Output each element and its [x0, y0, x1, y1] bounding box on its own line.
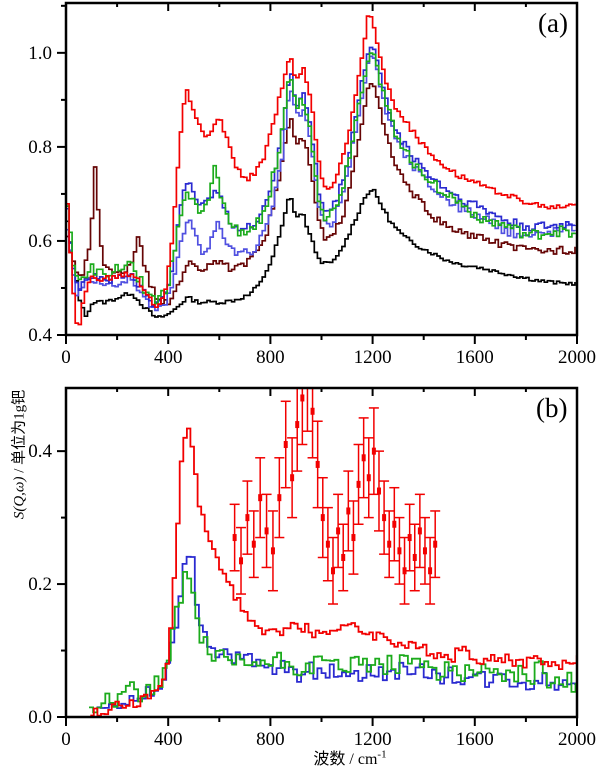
series-red	[90, 427, 577, 717]
panel-b-curves	[89, 427, 577, 717]
panel-a-tick-labels: 0.4 0.6 0.8 1.0 0 400 800 1200 1600 2000	[28, 43, 596, 368]
panel-a-curves	[66, 15, 576, 326]
svg-text:1200: 1200	[354, 729, 392, 750]
panel-b: 0.0 0.2 0.4 0 400 800 1200 1600 2000	[28, 386, 596, 750]
svg-text:400: 400	[154, 347, 183, 368]
x-axis-title: 波数 / cm-1	[230, 745, 470, 769]
y-axis-title-math: S(Q,ω)	[11, 476, 28, 520]
svg-text:0.0: 0.0	[28, 707, 52, 728]
svg-text:800: 800	[256, 729, 285, 750]
svg-text:0: 0	[61, 729, 71, 750]
series-red-errorbars	[229, 388, 441, 605]
svg-text:2000: 2000	[558, 347, 596, 368]
panel-a-ticks	[57, 3, 578, 344]
series-red	[66, 15, 576, 326]
svg-text:1.0: 1.0	[28, 43, 52, 64]
panel-b-tick-labels: 0.0 0.2 0.4 0 400 800 1200 1600 2000	[28, 441, 596, 750]
svg-text:800: 800	[256, 347, 285, 368]
panel-b-label: (b)	[536, 393, 568, 423]
svg-text:0: 0	[61, 347, 71, 368]
x-axis-title-superscript: -1	[377, 748, 387, 761]
svg-text:1600: 1600	[456, 347, 494, 368]
svg-text:1600: 1600	[456, 729, 494, 750]
svg-text:0.8: 0.8	[28, 137, 52, 158]
series-dark-red	[66, 83, 576, 306]
svg-text:0.4: 0.4	[28, 441, 52, 462]
svg-text:0.2: 0.2	[28, 574, 52, 595]
y-axis-title: S(Q,ω) / 单位为1g钯	[8, 325, 29, 585]
y-axis-title-rest: / 单位为1g钯	[11, 389, 28, 477]
svg-text:0.6: 0.6	[28, 231, 52, 252]
x-axis-title-text: 波数 / cm	[313, 751, 378, 768]
svg-text:400: 400	[154, 729, 183, 750]
panel-b-ticks	[57, 388, 578, 726]
panel-a-label: (a)	[538, 8, 568, 38]
svg-text:0.4: 0.4	[28, 325, 52, 346]
series-blue	[96, 555, 576, 709]
svg-text:1200: 1200	[354, 347, 392, 368]
series-green	[89, 571, 577, 714]
svg-text:2000: 2000	[558, 729, 596, 750]
series-green	[66, 52, 576, 305]
series-black	[66, 188, 576, 318]
panel-a: 0.4 0.6 0.8 1.0 0 400 800 1200 1600 2000	[28, 1, 596, 368]
